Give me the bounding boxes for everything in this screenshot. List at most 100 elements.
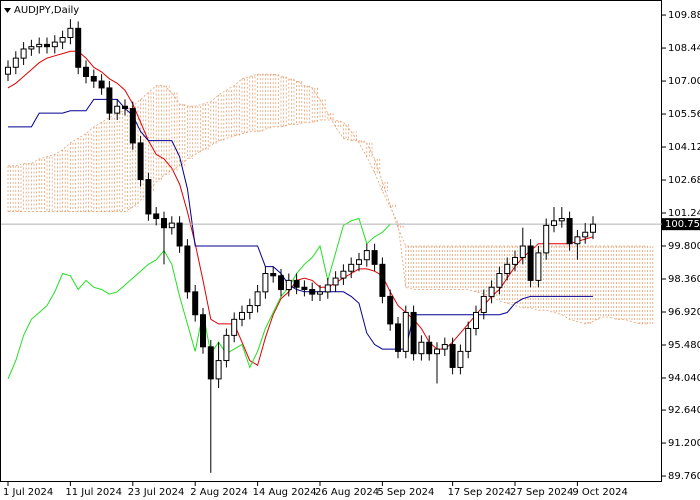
candle-body xyxy=(98,80,105,89)
price-box xyxy=(662,218,700,231)
candle-body xyxy=(324,284,331,293)
candle-body xyxy=(356,259,362,265)
candle-body xyxy=(12,57,19,68)
y-tick-label: 109.880 xyxy=(668,10,700,21)
candle-body xyxy=(161,218,167,229)
candle-body xyxy=(44,43,50,48)
candle-body xyxy=(543,224,550,254)
y-tick-label: 89.760 xyxy=(668,471,700,482)
candle-body xyxy=(465,327,472,352)
x-tick-label: 27 Sep 2024 xyxy=(510,487,573,498)
candle-body xyxy=(480,295,487,313)
candle-body xyxy=(512,256,518,265)
candle-body xyxy=(51,41,58,48)
candle-body xyxy=(5,66,11,75)
candle-body xyxy=(527,245,534,281)
candle-body xyxy=(535,252,542,281)
candle-body xyxy=(28,46,35,50)
candle-body xyxy=(223,334,230,362)
candle-body xyxy=(192,291,199,316)
candle-body xyxy=(426,341,433,355)
candle-body xyxy=(301,286,308,291)
price-label: 100.753 xyxy=(665,219,700,230)
candle-body xyxy=(410,311,417,355)
candle-body xyxy=(395,323,401,352)
indicator-line xyxy=(8,98,593,350)
y-tick-label: 94.040 xyxy=(668,373,700,384)
candle-body xyxy=(457,350,464,368)
y-tick-label: 98.360 xyxy=(668,274,700,285)
candle-body xyxy=(434,348,440,355)
candle-body xyxy=(332,277,339,286)
y-tick-label: 92.640 xyxy=(668,405,700,416)
y-tick-label: 96.920 xyxy=(668,307,700,318)
candle-body xyxy=(379,263,386,297)
candle-body xyxy=(176,222,183,247)
y-tick-label: 95.480 xyxy=(668,340,700,351)
candle-body xyxy=(402,311,409,352)
candle-body xyxy=(254,291,261,307)
x-tick-label: 26 Aug 2024 xyxy=(315,487,379,498)
y-tick-label: 108.440 xyxy=(668,43,700,54)
candle-body xyxy=(317,291,323,295)
candle-body xyxy=(363,250,370,261)
candle-body xyxy=(122,105,128,110)
x-tick-label: 1 Jul 2024 xyxy=(3,487,53,498)
x-tick-label: 5 Sep 2024 xyxy=(377,487,434,498)
candle-body xyxy=(75,27,82,68)
x-tick-label: 11 Jul 2024 xyxy=(65,487,122,498)
x-tick-label: 17 Sep 2024 xyxy=(448,487,511,498)
indicator-line xyxy=(7,217,391,380)
y-tick-label: 107.000 xyxy=(668,76,700,87)
y-tick-label: 104.120 xyxy=(668,142,700,153)
candle-body xyxy=(106,87,113,114)
indicator-line xyxy=(7,50,594,366)
candle-body xyxy=(574,236,581,245)
candle-body xyxy=(418,341,425,355)
candle-body xyxy=(270,273,277,277)
plot-area xyxy=(1,19,662,473)
candle-body xyxy=(496,273,503,288)
candle-body xyxy=(114,105,121,114)
candle-body xyxy=(473,311,479,329)
title-marker xyxy=(4,8,11,13)
y-tick-label: 105.560 xyxy=(668,109,700,120)
y-tick-label: 99.800 xyxy=(668,241,700,252)
x-tick-label: 9 Oct 2024 xyxy=(572,487,627,498)
candle-body xyxy=(36,43,43,48)
candle-body xyxy=(488,286,495,297)
candle-body xyxy=(200,314,206,348)
candle-body xyxy=(504,263,511,275)
candle-body xyxy=(558,218,565,222)
candle-body xyxy=(67,27,74,39)
y-tick-label: 91.200 xyxy=(668,438,700,449)
y-tick-label: 102.680 xyxy=(668,175,700,186)
candle-body xyxy=(278,275,284,291)
candle-body xyxy=(566,218,573,245)
candle-body xyxy=(246,305,253,313)
candle-body xyxy=(153,213,160,220)
candle-body xyxy=(348,263,355,272)
candle-body xyxy=(184,245,191,293)
candle-body xyxy=(582,231,589,238)
candle-body xyxy=(590,223,596,233)
candle-body xyxy=(20,48,27,59)
x-tick-label: 2 Aug 2024 xyxy=(190,487,248,498)
candle-body xyxy=(309,289,316,295)
candle-body xyxy=(137,142,144,181)
candle-body xyxy=(239,311,245,320)
candle-body xyxy=(262,273,269,293)
candle-body xyxy=(207,346,214,380)
candle-body xyxy=(340,270,347,279)
candle-body xyxy=(215,360,222,380)
candle-body xyxy=(449,344,456,368)
candle-body xyxy=(551,220,557,226)
y-tick-label: 101.240 xyxy=(668,208,700,219)
candle-body xyxy=(371,250,378,265)
candle-body xyxy=(145,179,152,215)
candle-body xyxy=(129,108,136,144)
candle-body xyxy=(231,318,238,336)
x-tick-label: 23 Jul 2024 xyxy=(128,487,185,498)
candle-body xyxy=(168,222,175,229)
